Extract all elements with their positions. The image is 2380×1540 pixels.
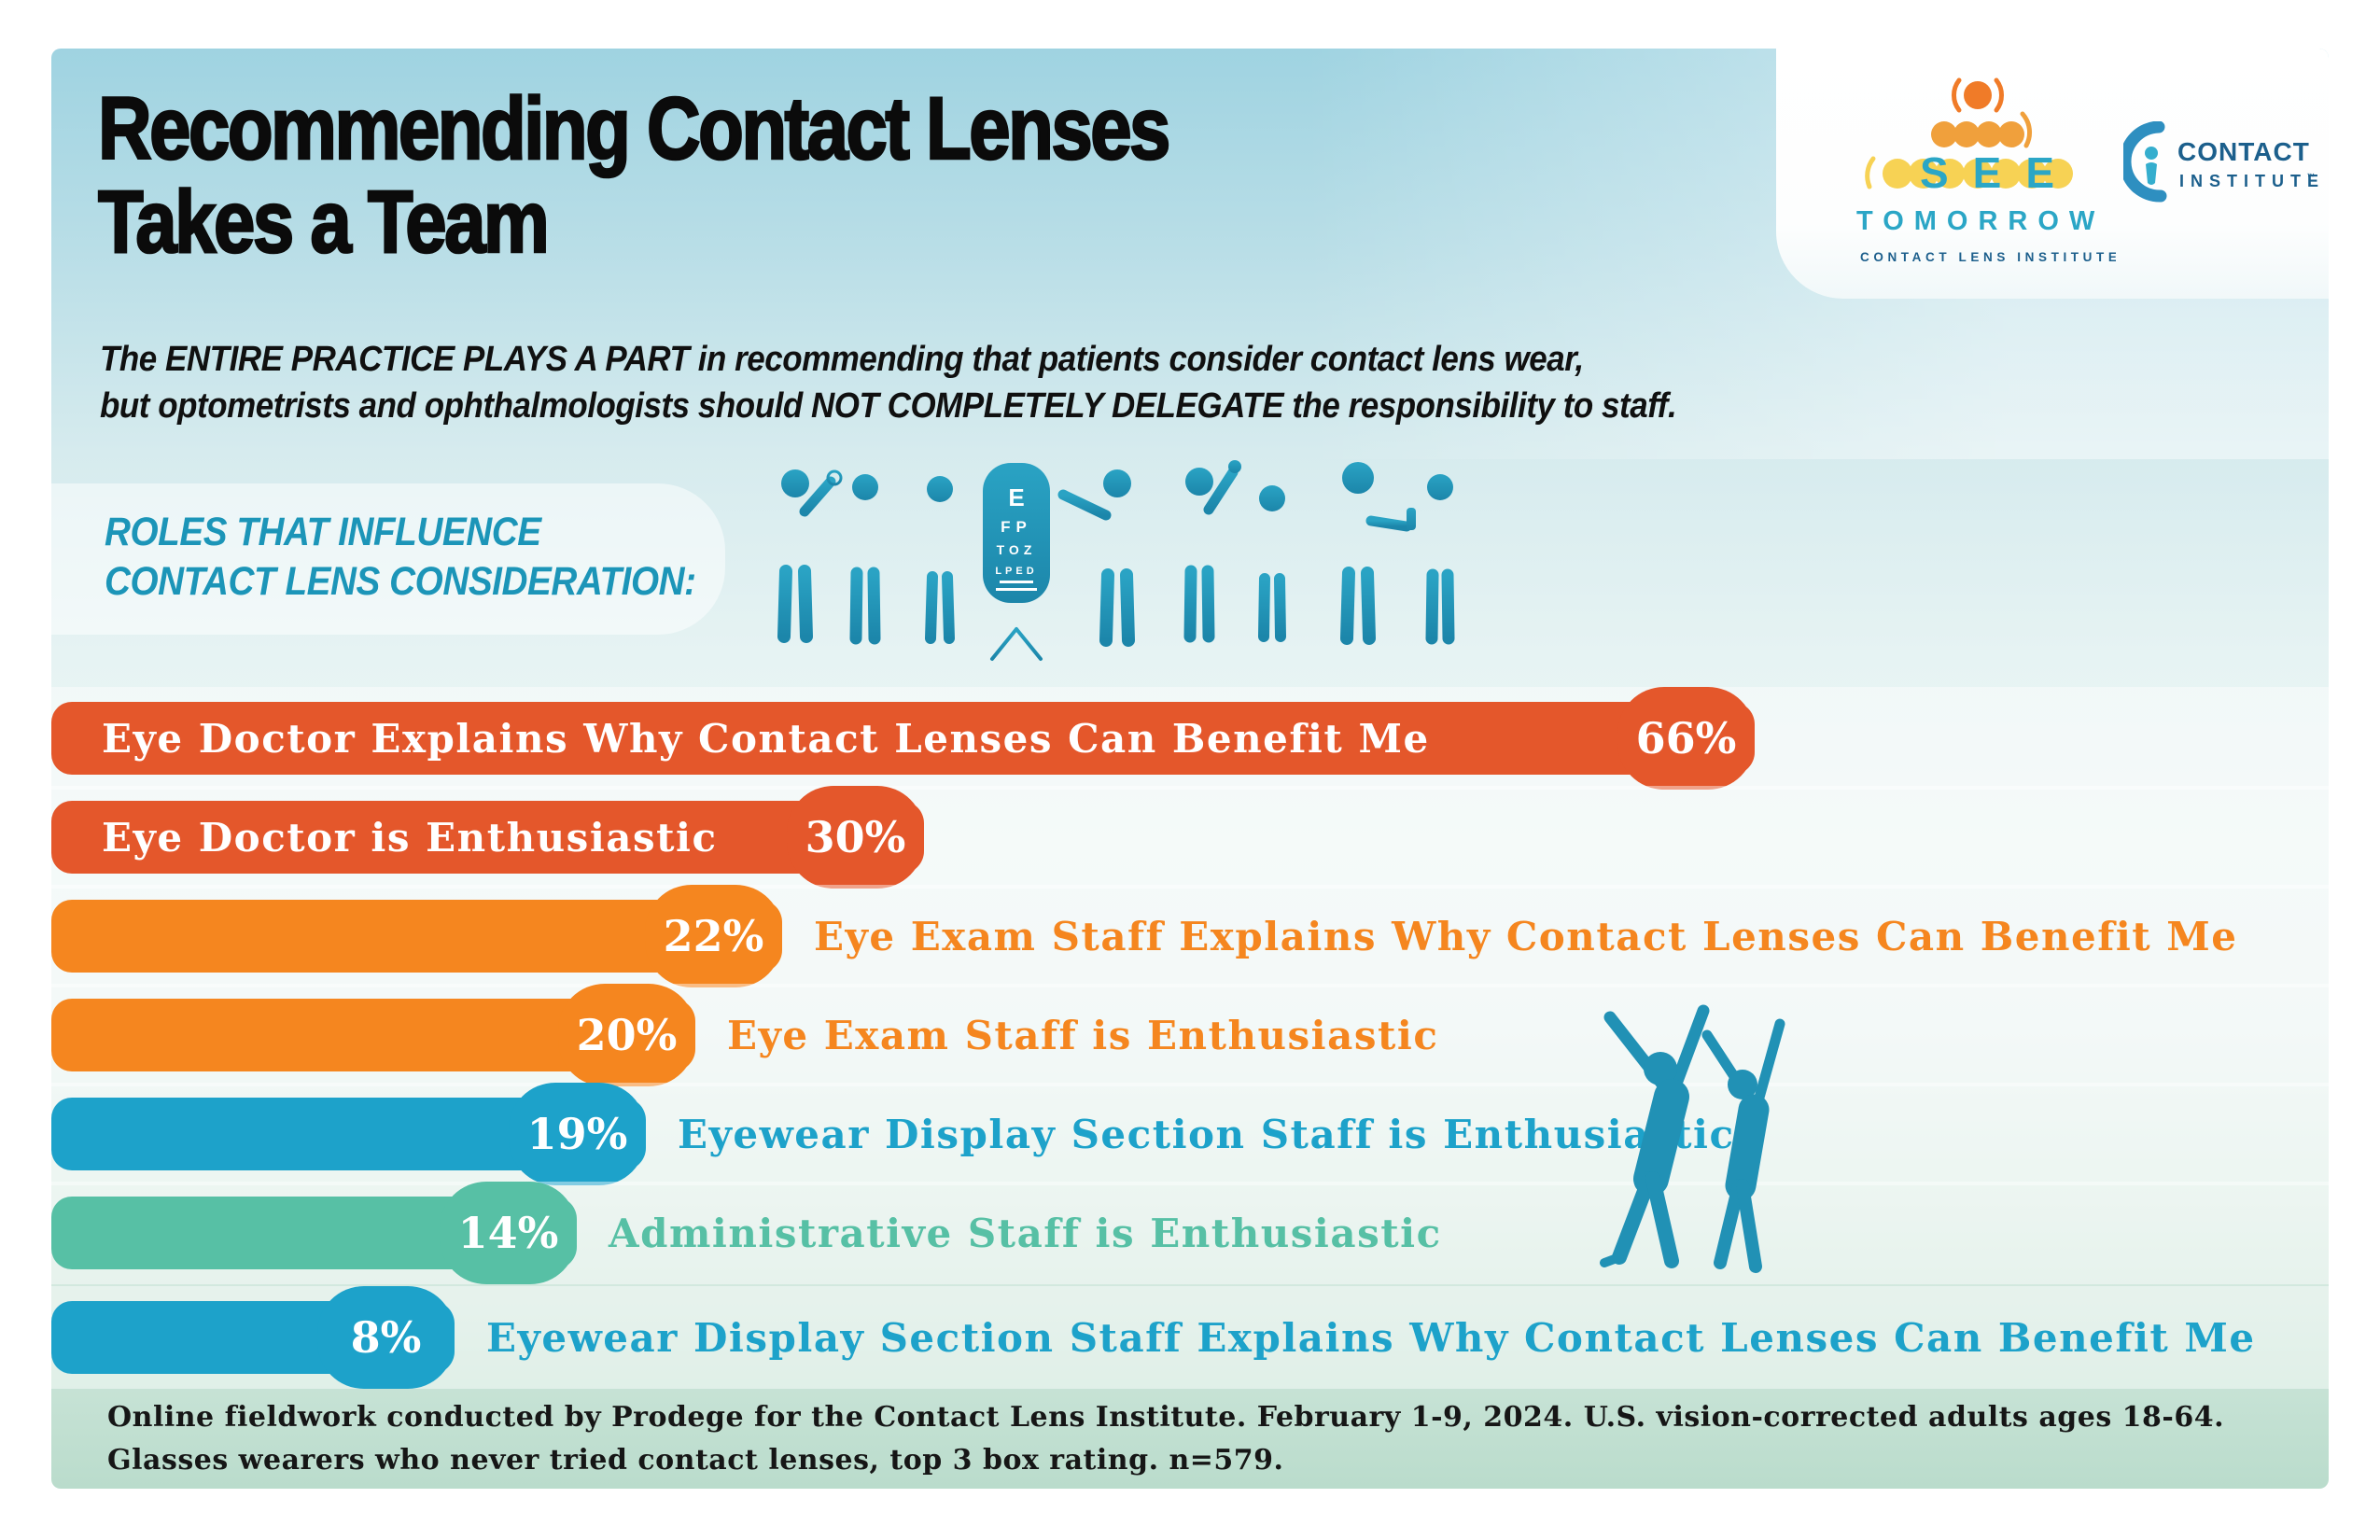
cli-trademark: ™: [2306, 172, 2315, 181]
bar-label: Administrative Staff is Enthusiastic: [609, 1210, 1442, 1256]
bar-row-eyewear-staff-enthusiastic: 19% Eyewear Display Section Staff is Ent…: [51, 1083, 2329, 1185]
roles-label: ROLES THAT INFLUENCE CONTACT LENS CONSID…: [105, 508, 696, 607]
main-panel: Recommending Contact Lenses Takes a Team…: [51, 49, 2329, 1489]
eye-chart-icon: E FP TOZ LPED: [983, 463, 1050, 663]
practice-team-silhouettes: E FP TOZ LPED: [775, 460, 1459, 663]
eye-chart-row4: LPED: [995, 566, 1037, 577]
value-capsule: 8%: [317, 1286, 455, 1389]
see-tomorrow-tagline: CONTACT LENS INSTITUTE: [1860, 250, 2116, 264]
see-tomorrow-dots-icon: [1865, 77, 2073, 189]
bar-row-exam-staff-explains: 22% Eye Exam Staff Explains Why Contact …: [51, 885, 2329, 987]
roles-label-box: ROLES THAT INFLUENCE CONTACT LENS CONSID…: [51, 483, 725, 635]
subtitle-line1: The ENTIRE PRACTICE PLAYS A PART in reco…: [100, 340, 1584, 379]
eye-chart-row1: E: [1008, 483, 1024, 511]
value-capsule: 30%: [787, 786, 924, 889]
value-label: 8%: [350, 1312, 422, 1363]
contact-lens-institute-logo: CONTACT LENS INSTITUTE ™: [2123, 121, 2319, 203]
see-tomorrow-word2: TOMORROW: [1856, 206, 2105, 236]
bar-label: Eye Doctor Explains Why Contact Lenses C…: [102, 715, 1430, 762]
bar-label: Eye Exam Staff is Enthusiastic: [727, 1012, 1439, 1058]
subtitle: The ENTIRE PRACTICE PLAYS A PART in reco…: [100, 336, 1677, 429]
see-tomorrow-logo: SEE TOMORROW CONTACT LENS INSTITUTE: [1856, 77, 2116, 264]
logo-box: SEE TOMORROW CONTACT LENS INSTITUTE CONT…: [1776, 49, 2329, 299]
methodology-line2: Glasses wearers who never tried contact …: [107, 1444, 1284, 1477]
page-title-line1: Recommending Contact Lenses: [97, 79, 1172, 178]
page-title: Recommending Contact Lenses Takes a Team: [97, 79, 1172, 272]
bar-row-exam-staff-enthusiastic: 20% Eye Exam Staff is Enthusiastic: [51, 984, 2329, 1086]
bar-row-eye-doctor-enthusiastic: Eye Doctor is Enthusiastic 30%: [51, 786, 2329, 889]
bar-eye-doctor-enthusiastic: Eye Doctor is Enthusiastic: [51, 801, 924, 874]
value-capsule: 66%: [1617, 687, 1755, 790]
methodology-note: Online fieldwork conducted by Prodege fo…: [107, 1396, 2224, 1482]
page-title-line2: Takes a Team: [97, 173, 551, 272]
bar-label: Eyewear Display Section Staff Explains W…: [486, 1314, 2256, 1361]
people-group: E FP TOZ LPED: [775, 460, 1459, 663]
value-label: 19%: [526, 1109, 628, 1159]
value-label: 30%: [805, 812, 906, 862]
bar-label: Eye Doctor is Enthusiastic: [102, 814, 718, 861]
roles-label-line2: CONTACT LENS CONSIDERATION:: [105, 559, 696, 604]
value-label: 14%: [457, 1208, 559, 1258]
cli-line2: INSTITUTE: [2179, 172, 2319, 190]
cli-line1: CONTACT LENS: [2177, 137, 2319, 166]
roles-label-line1: ROLES THAT INFLUENCE: [105, 510, 541, 554]
bar-row-eye-doctor-explains: Eye Doctor Explains Why Contact Lenses C…: [51, 687, 2329, 790]
cli-swoosh-icon: [2123, 121, 2167, 203]
value-capsule: 20%: [558, 984, 695, 1086]
bar-row-admin-staff-enthusiastic: 14% Administrative Staff is Enthusiastic: [51, 1182, 2329, 1284]
see-tomorrow-word1: SEE: [1920, 148, 2079, 197]
subtitle-line2: but optometrists and ophthalmologists sh…: [100, 386, 1677, 426]
value-label: 66%: [1635, 713, 1737, 763]
value-label: 22%: [663, 911, 764, 961]
bar-row-eyewear-staff-explains: 8% Eyewear Display Section Staff Explain…: [51, 1286, 2329, 1389]
bar-eye-doctor-explains: Eye Doctor Explains Why Contact Lenses C…: [51, 702, 1755, 775]
bar-label: Eyewear Display Section Staff is Enthusi…: [678, 1111, 1735, 1157]
eye-chart-row2: FP: [1001, 518, 1032, 536]
value-capsule: 19%: [509, 1083, 646, 1185]
value-label: 20%: [576, 1010, 678, 1060]
celebrating-staff-silhouettes: [1600, 1004, 1785, 1273]
value-capsule: 14%: [440, 1182, 577, 1284]
dancers-group: [1600, 1004, 1785, 1273]
methodology-line1: Online fieldwork conducted by Prodege fo…: [107, 1401, 2225, 1434]
eye-chart-row3: TOZ: [997, 542, 1037, 557]
bar-label: Eye Exam Staff Explains Why Contact Lens…: [814, 913, 2238, 959]
value-capsule: 22%: [645, 885, 782, 987]
